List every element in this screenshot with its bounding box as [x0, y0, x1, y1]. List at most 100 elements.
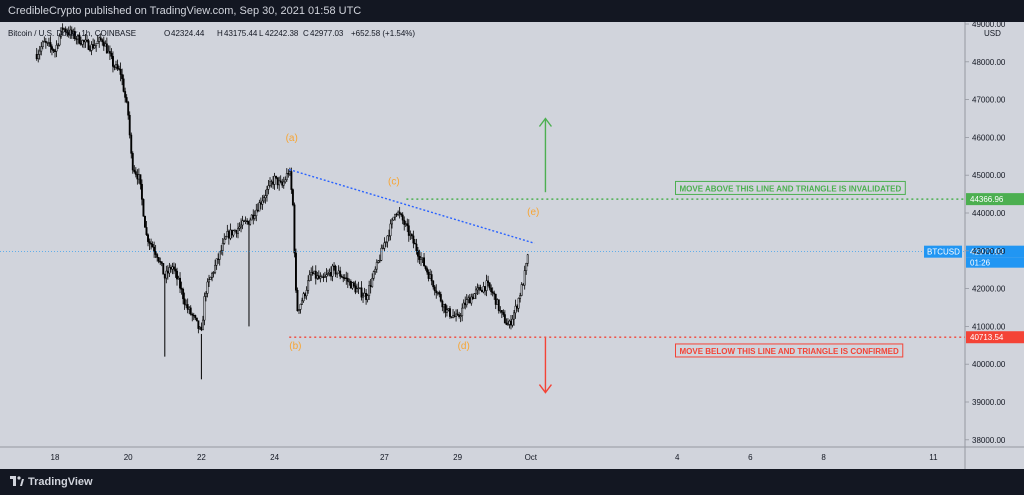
candle-body: [366, 295, 369, 300]
candle-body: [412, 235, 415, 244]
candle-body: [339, 270, 342, 277]
candle-body: [369, 285, 372, 287]
x-tick-label: 24: [270, 453, 279, 462]
candle-body: [139, 174, 142, 185]
candle-body: [237, 228, 239, 234]
candle-body: [391, 219, 393, 225]
x-tick-label: 8: [821, 453, 826, 462]
candle-body: [197, 320, 200, 329]
candle-body: [290, 171, 293, 190]
candle-body: [394, 213, 397, 218]
candle-body: [159, 261, 162, 263]
level-price-label: 40713.54: [970, 333, 1004, 342]
candle-body: [519, 295, 522, 299]
price-axis-background: [965, 22, 1024, 447]
candle-body: [214, 264, 217, 273]
candle-body: [176, 270, 178, 280]
candle-body: [340, 276, 343, 278]
candle-body: [107, 51, 110, 54]
candle-body: [276, 177, 279, 186]
labels-group: (a) (b) (c) (d) (e) MOVE ABOVE THIS LINE AND …: [286, 133, 906, 358]
price-chart[interactable]: (a) (b) (c) (d) (e) MOVE ABOVE THIS LINE AND …: [0, 0, 1024, 470]
candle-body: [195, 317, 198, 321]
candle-body: [124, 91, 127, 98]
candle-body: [185, 304, 188, 306]
candle-body: [464, 302, 467, 306]
candle-body: [459, 315, 462, 317]
candle-body: [262, 197, 265, 202]
x-tick-label: 20: [124, 453, 133, 462]
candle-body: [449, 308, 451, 317]
candle-body: [407, 225, 410, 236]
level-price-badge: [966, 193, 1024, 206]
candle-body: [378, 260, 381, 262]
candle-body: [418, 256, 421, 260]
candle-body: [478, 286, 480, 289]
candle-body: [90, 44, 93, 51]
candle-body: [99, 37, 102, 41]
candle-body: [371, 278, 374, 287]
candle-body: [403, 219, 406, 225]
candle-body: [221, 243, 224, 251]
candle-body: [75, 38, 78, 40]
candle-body: [513, 312, 515, 320]
lines-group: [0, 117, 965, 394]
candle-body: [325, 274, 328, 277]
candle-body: [337, 270, 340, 274]
candle-body: [92, 44, 95, 49]
candle-body: [497, 299, 500, 311]
candle-body: [473, 293, 476, 299]
candle-body: [140, 184, 143, 200]
candle-body: [240, 224, 243, 228]
candle-body: [374, 268, 377, 272]
x-tick-label: 4: [675, 453, 680, 462]
candle-body: [249, 219, 252, 225]
candle-body: [417, 250, 419, 257]
candle-body: [227, 231, 230, 239]
candle-body: [191, 313, 194, 316]
candle-body: [128, 114, 131, 136]
candle-body: [356, 288, 358, 293]
wave-label: (a): [286, 133, 298, 144]
candle-body: [89, 49, 92, 51]
wave-label: (b): [289, 341, 301, 352]
symbol-tag-label: BTCUSD: [927, 248, 960, 257]
candle-body: [520, 284, 523, 296]
candle-body: [488, 282, 491, 289]
candle-body: [54, 50, 56, 52]
y-tick-label: 39000.00: [972, 398, 1006, 407]
candle-body: [490, 287, 493, 292]
candle-body: [148, 241, 151, 244]
candle-body: [508, 320, 511, 325]
candle-body: [269, 181, 271, 186]
candle-body: [44, 40, 47, 43]
candle-body: [212, 272, 215, 274]
level-time-label: 01:26: [970, 259, 991, 268]
candle-body: [432, 280, 435, 288]
candle-body: [112, 56, 114, 67]
candle-body: [37, 54, 40, 60]
candle-body: [456, 313, 459, 316]
candle-body: [115, 64, 117, 68]
candle-body: [285, 173, 288, 181]
x-tick-label: 6: [748, 453, 753, 462]
candle-body: [232, 230, 235, 236]
candle-body: [462, 302, 465, 309]
candle-body: [375, 262, 378, 270]
candle-body: [523, 270, 526, 286]
candle-body: [189, 307, 192, 315]
candle-body: [281, 181, 284, 186]
legend-open-label: O: [164, 29, 170, 38]
level-time-badge: [966, 257, 1024, 268]
candle-body: [147, 234, 149, 242]
candle-body: [256, 209, 259, 212]
candle-body: [108, 51, 111, 54]
candle-body: [162, 263, 165, 275]
candle-body: [404, 223, 407, 225]
candle-body: [424, 265, 427, 269]
candle-body: [484, 286, 487, 291]
candle-body: [494, 293, 497, 305]
candle-body: [389, 223, 392, 237]
candle-body: [516, 305, 519, 309]
candle-body: [133, 169, 136, 172]
